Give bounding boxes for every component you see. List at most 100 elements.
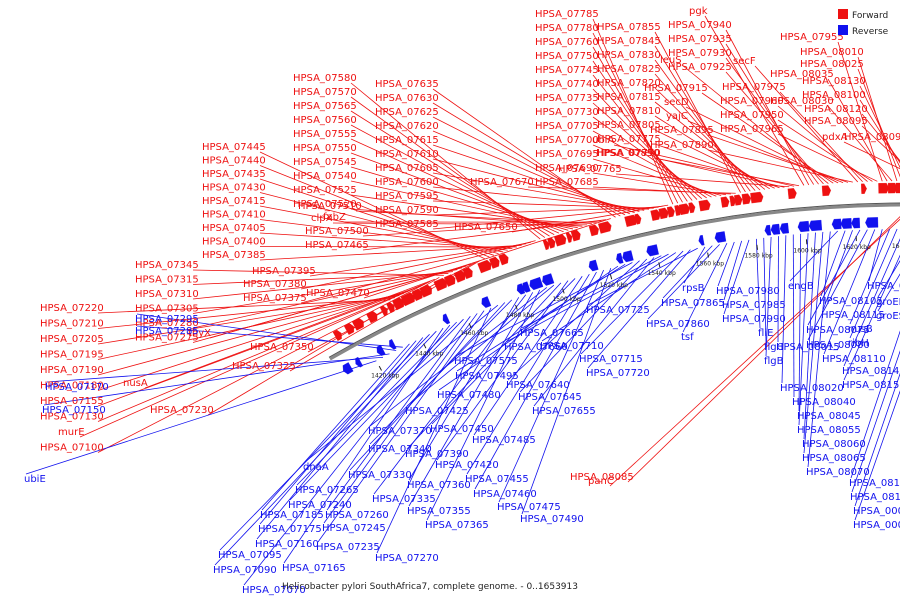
forward-gene-label: leuS <box>660 55 682 66</box>
forward-gene <box>678 203 690 215</box>
scale-tick-label: 1480 kbp <box>506 312 534 319</box>
reverse-leader-line <box>717 241 735 287</box>
forward-gene-label: HPSA_07855 <box>597 22 661 33</box>
reverse-gene-label: HPSA_07725 <box>586 305 650 316</box>
reverse-gene-label: HPSA_08115 <box>821 310 885 321</box>
forward-leader-line <box>654 45 746 193</box>
forward-gene-label: HPSA_07805 <box>597 120 661 131</box>
forward-gene-label: HPSA_07975 <box>722 82 786 93</box>
reverse-leader-line <box>436 280 569 461</box>
reverse-gene-label: HPSA_07420 <box>435 460 499 471</box>
scale-tick-label: 1540 kbp <box>647 270 675 277</box>
forward-gene <box>443 274 456 287</box>
forward-gene-label: HPSA_07630 <box>375 93 439 104</box>
forward-gene-label: HPSA_07345 <box>135 260 199 271</box>
forward-gene <box>688 202 696 214</box>
forward-leader-line <box>654 129 775 189</box>
reverse-gene-label: HPSA_07365 <box>425 520 489 531</box>
scale-tick <box>707 252 710 258</box>
reverse-gene-label: fliE <box>758 328 773 339</box>
reverse-gene-label: HPSA_07235 <box>316 542 380 553</box>
reverse-gene-label: HPSA_08045 <box>797 411 861 422</box>
reverse-leader-line <box>373 294 527 495</box>
forward-gene-label: HPSA_07555 <box>293 129 357 140</box>
reverse-leader-line <box>214 330 437 566</box>
forward-leader-line <box>192 269 458 314</box>
reverse-gene <box>646 244 659 257</box>
reverse-gene-label: HPSA_08055 <box>797 425 861 436</box>
reverse-gene-label: groEL <box>876 297 900 308</box>
forward-gene-label: HPSA_07400 <box>202 237 266 248</box>
reverse-gene-label: HPSA_07860 <box>646 319 710 330</box>
reverse-gene <box>831 218 842 230</box>
forward-gene-label: HPSA_07780 <box>535 23 599 34</box>
reverse-gene <box>481 296 492 308</box>
forward-leader-line <box>355 210 592 224</box>
reverse-leader-line <box>580 250 684 355</box>
legend-forward-label: Forward <box>852 11 888 21</box>
forward-gene-label: HPSA_07195 <box>40 350 104 361</box>
forward-leader-line <box>654 157 785 188</box>
forward-gene-label: secD <box>664 97 689 108</box>
forward-leader-line <box>859 99 900 164</box>
forward-gene-label: HPSA_07670 <box>470 177 534 188</box>
reverse-leader-line <box>587 247 698 306</box>
reverse-gene-label: HPSA_07710 <box>540 341 604 352</box>
forward-gene-label: HPSA_07395 <box>252 266 316 277</box>
reverse-gene-label: HPSA_07330 <box>348 470 412 481</box>
reverse-gene-label: HPSA_07715 <box>579 354 643 365</box>
reverse-leader-line <box>662 245 713 299</box>
forward-gene-label: HPSA_07180 <box>40 381 104 392</box>
forward-gene <box>650 209 661 221</box>
forward-gene-label: HPSA_07915 <box>644 83 708 94</box>
reverse-leader-line <box>792 234 795 398</box>
reverse-leader-line <box>426 289 541 521</box>
forward-gene-label: HPSA_07310 <box>135 289 199 300</box>
forward-gene <box>598 221 612 234</box>
legend-forward-swatch <box>838 9 848 19</box>
forward-gene <box>453 270 466 283</box>
reverse-leader-line <box>317 310 485 543</box>
forward-gene-label: HPSA_08035 <box>770 69 834 80</box>
forward-gene-label: HPSA_07850 <box>596 148 660 159</box>
reverse-gene-label: HPSA_07240 <box>288 500 352 511</box>
reverse-leader-line <box>849 228 898 339</box>
reverse-leader-line <box>505 253 669 343</box>
forward-gene-label: HPSA_07705 <box>535 121 599 132</box>
forward-leader-line <box>350 208 583 227</box>
reverse-leader-line <box>854 390 900 521</box>
forward-gene-label: HPSA_07305 <box>135 304 199 315</box>
forward-gene <box>658 207 669 220</box>
forward-gene-label: HPSA_07130 <box>40 412 104 423</box>
reverse-gene-label: HPSA_07170 <box>45 382 109 393</box>
forward-gene-label: HPSA_07590 <box>375 205 439 216</box>
forward-gene <box>698 199 711 212</box>
scale-tick-label: 1420 kbp <box>371 373 399 380</box>
forward-leader-line <box>843 141 900 170</box>
reverse-gene <box>770 223 781 235</box>
reverse-leader-line <box>455 262 633 357</box>
reverse-gene-label: HPSA_07070 <box>242 585 306 596</box>
reverse-gene <box>522 281 531 293</box>
forward-gene-label: HPSA_07730 <box>535 107 599 118</box>
scale-tick <box>562 288 565 294</box>
reverse-leader-line <box>763 237 767 343</box>
forward-gene-label: HPSA_07950 <box>720 110 784 121</box>
reverse-gene <box>588 259 599 272</box>
reverse-gene-label: HPSA_07450 <box>430 424 494 435</box>
scale-tick-label: 1460 kbp <box>460 330 488 337</box>
forward-gene-label: HPSA_08100 <box>802 90 866 101</box>
forward-leader-line <box>592 172 727 196</box>
forward-gene-label: secF <box>733 56 756 67</box>
scale-tick <box>423 343 427 349</box>
forward-leader-line <box>192 271 453 300</box>
scale-tick <box>378 365 382 371</box>
forward-gene <box>477 259 492 274</box>
forward-gene-label: HPSA_07635 <box>375 79 439 90</box>
forward-gene-label: HPSA_07325 <box>232 361 296 372</box>
forward-gene-label: HPSA_07375 <box>243 293 307 304</box>
reverse-leader-line <box>854 372 900 507</box>
forward-gene <box>588 224 599 237</box>
forward-leader-line <box>259 244 522 261</box>
forward-gene <box>351 317 364 331</box>
